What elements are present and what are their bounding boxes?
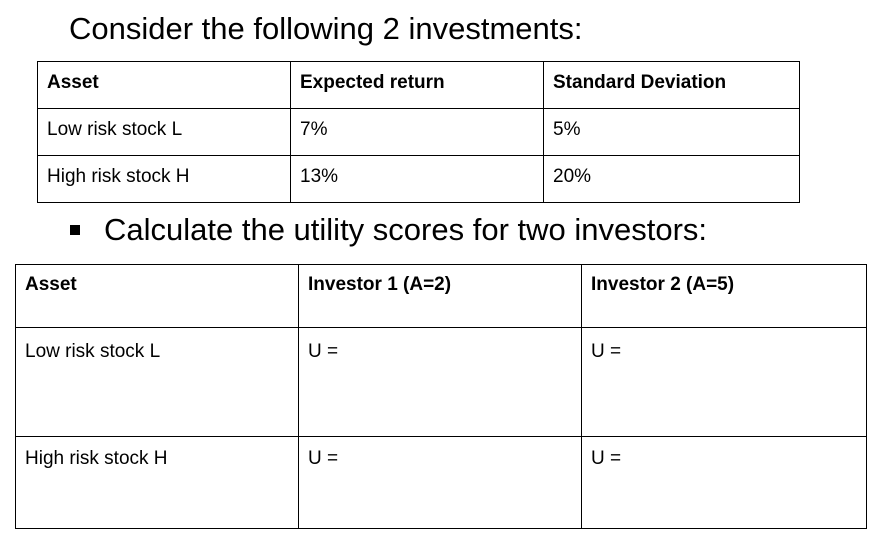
standard-deviation-cell: 20% bbox=[543, 155, 800, 203]
header-asset: Asset bbox=[37, 61, 291, 109]
expected-return-cell: 7% bbox=[290, 108, 544, 156]
utility-table: Asset Investor 1 (A=2) Investor 2 (A=5) … bbox=[15, 264, 867, 529]
table-header-row: Asset Investor 1 (A=2) Investor 2 (A=5) bbox=[15, 264, 867, 328]
header-standard-deviation: Standard Deviation bbox=[543, 61, 800, 109]
asset-cell: High risk stock H bbox=[37, 155, 291, 203]
utility-cell-investor-2: U = bbox=[581, 436, 867, 529]
bullet-item: Calculate the utility scores for two inv… bbox=[70, 209, 707, 251]
investments-table: Asset Expected return Standard Deviation… bbox=[37, 61, 800, 203]
table-header-row: Asset Expected return Standard Deviation bbox=[37, 61, 800, 109]
utility-cell-investor-1: U = bbox=[298, 436, 582, 529]
asset-cell: High risk stock H bbox=[15, 436, 299, 529]
utility-cell-investor-2: U = bbox=[581, 327, 867, 437]
page-heading: Consider the following 2 investments: bbox=[69, 11, 583, 46]
standard-deviation-cell: 5% bbox=[543, 108, 800, 156]
header-asset: Asset bbox=[15, 264, 299, 328]
table-row: High risk stock H 13% 20% bbox=[37, 155, 800, 203]
table-row: High risk stock H U = U = bbox=[15, 436, 867, 529]
header-expected-return: Expected return bbox=[290, 61, 544, 109]
header-investor-2: Investor 2 (A=5) bbox=[581, 264, 867, 328]
square-bullet-icon bbox=[70, 225, 80, 235]
asset-cell: Low risk stock L bbox=[37, 108, 291, 156]
asset-cell: Low risk stock L bbox=[15, 327, 299, 437]
bullet-text: Calculate the utility scores for two inv… bbox=[104, 212, 708, 247]
expected-return-cell: 13% bbox=[290, 155, 544, 203]
header-investor-1: Investor 1 (A=2) bbox=[298, 264, 582, 328]
utility-cell-investor-1: U = bbox=[298, 327, 582, 437]
table-row: Low risk stock L 7% 5% bbox=[37, 108, 800, 156]
table-row: Low risk stock L U = U = bbox=[15, 327, 867, 437]
